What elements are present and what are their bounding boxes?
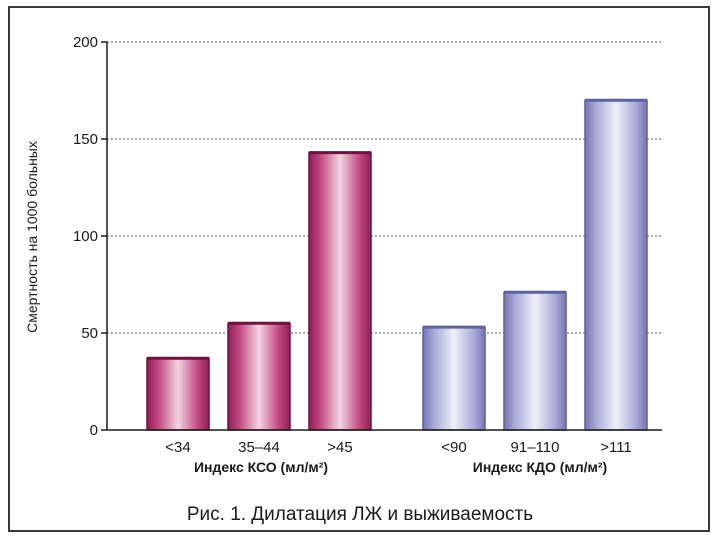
bar-group2-3 — [584, 99, 648, 431]
y-tick-label: 150 — [73, 131, 98, 148]
y-axis-title: Смертность на 1000 больных — [24, 141, 40, 333]
figure-caption: Рис. 1. Дилатация ЛЖ и выживаемость — [187, 504, 533, 525]
bar-group2-1 — [422, 326, 486, 431]
x-tick-label: >111 — [600, 439, 632, 456]
x-tick-label: <90 — [441, 439, 466, 456]
bar-group1-2 — [227, 322, 291, 431]
y-tick-label: 200 — [73, 34, 98, 51]
x-tick-label: 35–44 — [238, 439, 280, 456]
x-tick-label: 91–110 — [511, 439, 560, 456]
bar-group1-3 — [308, 151, 372, 431]
x-tick-label: >45 — [327, 439, 352, 456]
gridlines — [101, 41, 662, 431]
y-tick-label: 0 — [90, 422, 98, 439]
y-tick-label: 100 — [73, 228, 98, 245]
bar-group1-1 — [146, 357, 210, 431]
x-tick-labels: <34 35–44 >45 <90 91–110 >111 — [165, 439, 632, 456]
y-tick-label: 50 — [81, 325, 98, 342]
bar-group2-2 — [503, 291, 567, 431]
y-tick-labels: 0 50 100 150 200 — [73, 34, 98, 439]
group-2-title: Индекс КДО (мл/м²) — [473, 459, 607, 475]
x-tick-label: <34 — [165, 439, 190, 456]
bars — [146, 98, 648, 431]
group-1-title: Индекс КСО (мл/м²) — [194, 459, 328, 475]
